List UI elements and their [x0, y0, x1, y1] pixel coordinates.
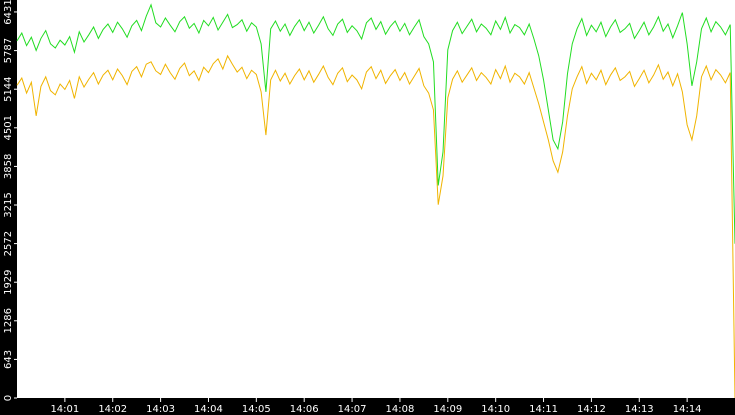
x-tick-label: 14:06 — [290, 404, 319, 415]
y-tick-label: 1286 — [3, 308, 14, 333]
x-tick-label: 14:03 — [146, 404, 175, 415]
series-line — [16, 3, 735, 244]
x-tick-label: 14:05 — [242, 404, 271, 415]
x-tick-label: 14:12 — [577, 404, 606, 415]
x-tick-label: 14:02 — [98, 404, 127, 415]
y-tick-label: 643 — [3, 350, 14, 369]
x-axis-band — [0, 398, 735, 415]
y-axis-band — [0, 0, 17, 415]
x-tick-label: 14:09 — [433, 404, 462, 415]
x-tick-label: 14:11 — [529, 404, 558, 415]
series-line — [16, 54, 735, 399]
y-tick-label: 5787 — [3, 38, 14, 63]
y-tick-label: 3858 — [3, 154, 14, 179]
x-tick-label: 14:10 — [481, 404, 510, 415]
y-tick-label: 6431 — [3, 0, 14, 25]
x-tick-label: 14:01 — [50, 404, 79, 415]
y-tick-label: 1929 — [3, 269, 14, 294]
y-tick-label: 4501 — [3, 115, 14, 140]
y-tick-label: 3215 — [3, 192, 14, 217]
x-tick-label: 14:07 — [338, 404, 367, 415]
x-tick-label: 14:08 — [386, 404, 415, 415]
y-tick-label: 2572 — [3, 231, 14, 256]
y-tick-label: 5144 — [3, 76, 14, 101]
x-tick-label: 14:14 — [673, 404, 702, 415]
x-tick-label: 14:04 — [194, 404, 223, 415]
x-tick-label: 14:13 — [625, 404, 654, 415]
y-tick-label: 0 — [3, 395, 14, 401]
